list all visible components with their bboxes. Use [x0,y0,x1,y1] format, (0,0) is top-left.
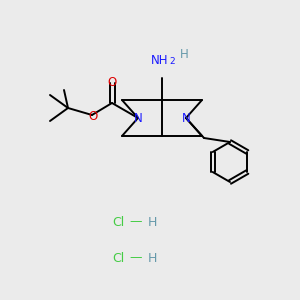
Text: —: — [130,251,142,265]
Text: N: N [134,112,142,124]
Text: O: O [88,110,98,122]
Text: H: H [180,49,188,62]
Text: 2: 2 [169,56,175,65]
Text: NH: NH [151,53,169,67]
Text: Cl: Cl [112,251,124,265]
Text: —: — [130,215,142,229]
Text: H: H [147,251,157,265]
Text: O: O [107,76,117,88]
Text: N: N [182,112,190,124]
Text: H: H [147,215,157,229]
Text: Cl: Cl [112,215,124,229]
